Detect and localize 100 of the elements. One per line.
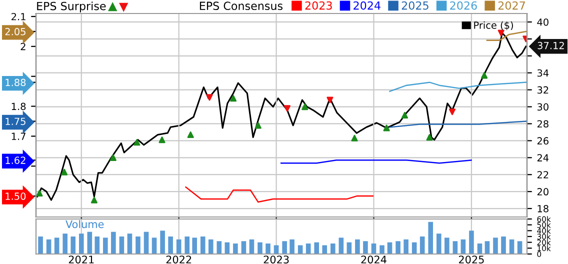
bar bbox=[396, 241, 400, 254]
y-tick-label: 2 bbox=[20, 42, 26, 50]
bar bbox=[330, 244, 336, 254]
x-tick-label: 2022 bbox=[166, 256, 192, 264]
point bbox=[326, 96, 334, 104]
line-series bbox=[389, 82, 527, 92]
bar bbox=[469, 230, 474, 254]
bar bbox=[355, 239, 360, 254]
point bbox=[36, 190, 43, 197]
bar bbox=[152, 238, 157, 254]
bar bbox=[363, 241, 368, 254]
bar bbox=[282, 241, 287, 254]
bar bbox=[241, 241, 246, 254]
bar bbox=[233, 244, 238, 254]
bar bbox=[501, 236, 506, 254]
bar bbox=[136, 236, 140, 254]
bar bbox=[38, 236, 43, 254]
bar bbox=[420, 236, 425, 254]
y-tick-label: 1.7 bbox=[12, 132, 26, 140]
bar bbox=[78, 234, 84, 254]
point bbox=[110, 154, 116, 161]
x-tick-label: 2023 bbox=[264, 256, 289, 264]
bar bbox=[266, 244, 270, 254]
bar bbox=[94, 236, 100, 254]
y2-tick-label: 34 bbox=[537, 69, 549, 77]
point bbox=[254, 122, 262, 129]
point bbox=[158, 136, 166, 144]
y-tick-label: 2.1 bbox=[12, 12, 26, 20]
data-label: 37.12 bbox=[538, 42, 564, 50]
bar bbox=[484, 241, 490, 254]
bar bbox=[127, 234, 132, 254]
bar bbox=[290, 239, 294, 254]
legend-title: EPS Consensus bbox=[200, 2, 283, 10]
legend-label: 2023 bbox=[305, 1, 332, 10]
point bbox=[401, 112, 408, 119]
bar bbox=[111, 232, 116, 254]
bar bbox=[54, 238, 60, 254]
point bbox=[448, 108, 456, 116]
bar bbox=[436, 234, 442, 254]
y2-tick-label: 24 bbox=[537, 154, 549, 162]
y-tick-label: 1.50 bbox=[6, 192, 26, 200]
legend-label: 2027 bbox=[498, 1, 525, 10]
bar bbox=[176, 239, 182, 254]
bar bbox=[200, 236, 206, 254]
x-tick-label: 2025 bbox=[458, 256, 484, 264]
y2-tick-label: 18 bbox=[538, 205, 548, 212]
bar bbox=[460, 239, 466, 254]
bar bbox=[119, 236, 124, 254]
x-tick-label: 2024 bbox=[361, 256, 386, 264]
point bbox=[426, 134, 433, 141]
text: EPS Surprise bbox=[37, 2, 106, 12]
bar bbox=[493, 238, 498, 254]
y2-tick-label: 32 bbox=[537, 86, 548, 94]
bar bbox=[452, 241, 458, 254]
point bbox=[284, 105, 291, 112]
y2-tick-label: 30 bbox=[537, 103, 548, 111]
x-tick-label: 2021 bbox=[68, 256, 94, 264]
bar bbox=[404, 239, 408, 254]
bar bbox=[428, 222, 434, 254]
bar bbox=[184, 236, 190, 254]
y2-tick-label: 26 bbox=[537, 137, 548, 145]
y2-tick-label: 20 bbox=[537, 188, 548, 196]
bar bbox=[216, 241, 222, 254]
y-tick-label: 1.88 bbox=[6, 78, 26, 86]
bar bbox=[380, 245, 384, 254]
bar bbox=[70, 236, 76, 254]
point bbox=[187, 131, 194, 138]
y-tick-label: 1.62 bbox=[6, 156, 26, 164]
bar bbox=[62, 234, 68, 254]
point bbox=[61, 168, 68, 176]
bar bbox=[444, 238, 450, 254]
bar bbox=[322, 245, 328, 254]
point bbox=[302, 103, 308, 110]
point bbox=[351, 134, 358, 142]
y-tick-label: 1.8 bbox=[12, 102, 26, 110]
line-series bbox=[185, 186, 374, 203]
legend-label: Price ($) bbox=[474, 21, 513, 30]
bar bbox=[249, 239, 254, 254]
bar bbox=[168, 236, 173, 254]
point bbox=[90, 196, 98, 204]
y-tick-label: 2.05 bbox=[5, 28, 26, 36]
point bbox=[498, 30, 504, 36]
legend-label: 2025 bbox=[402, 1, 428, 10]
bar bbox=[338, 238, 344, 254]
point bbox=[134, 139, 140, 146]
legend-label: 2024 bbox=[354, 1, 380, 10]
y2-tick-label: 40 bbox=[537, 18, 548, 26]
bar bbox=[46, 239, 52, 254]
bar bbox=[208, 239, 214, 254]
bar bbox=[144, 232, 149, 254]
y2-tick-label: 22 bbox=[537, 171, 548, 178]
bar bbox=[517, 241, 522, 254]
bar bbox=[314, 242, 320, 254]
chart-title: Volume bbox=[66, 220, 104, 228]
bar bbox=[87, 232, 92, 254]
point bbox=[230, 95, 237, 102]
point bbox=[383, 124, 390, 132]
point bbox=[480, 72, 488, 79]
legend-label: 2026 bbox=[450, 1, 477, 10]
bar bbox=[509, 239, 514, 254]
